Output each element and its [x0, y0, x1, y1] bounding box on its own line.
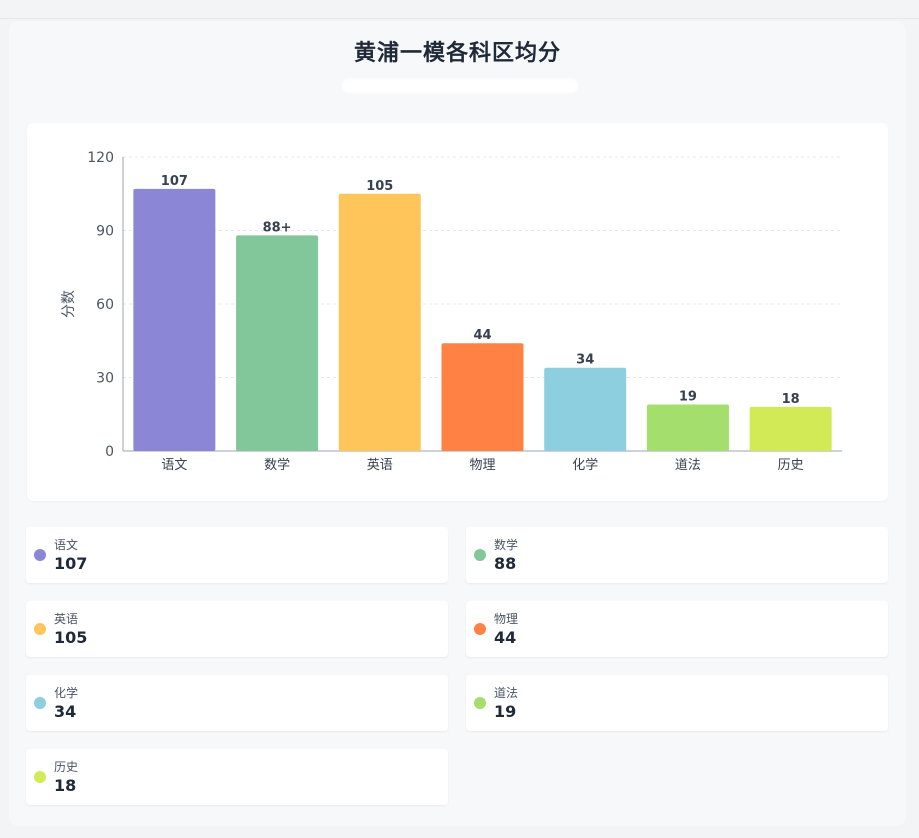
bar-chart-card: 0 30 60 90 120 分数 107 语文 88+ 数学 105 英语 44 物理 34 化学 19 道法 1…: [27, 123, 888, 501]
bar-value-label: 18: [782, 392, 800, 407]
x-tick-label: 英语: [367, 458, 393, 473]
bar-value-label: 88+: [263, 220, 292, 235]
browser-top-bar: [0, 0, 919, 19]
legend-subject-name: 英语: [54, 612, 79, 626]
x-tick-label: 道法: [675, 458, 701, 473]
legend-subject-score: 19: [494, 702, 517, 721]
bar-英语: [338, 193, 421, 451]
x-tick-label: 物理: [469, 458, 495, 473]
subtitle-redacted: [342, 79, 578, 93]
page-title: 黄浦一模各科区均分: [353, 41, 561, 66]
y-axis-label: 分数: [61, 290, 77, 318]
legend-card: 历史 18: [26, 749, 448, 805]
legend-subject-score: 34: [54, 702, 77, 721]
legend-card: 物理 44: [466, 601, 888, 657]
bar-化学: [544, 367, 627, 451]
legend-subject-score: 107: [54, 554, 88, 573]
legend-subject-name: 数学: [494, 538, 519, 552]
legend-subject-name: 历史: [54, 760, 79, 774]
legend-card: 化学 34: [26, 675, 448, 731]
legend-card: 数学 88: [466, 527, 888, 583]
y-tick-label: 0: [105, 444, 114, 460]
x-tick-label: 语文: [161, 458, 187, 473]
legend-card: 语文 107: [26, 527, 448, 583]
legend-color-dot: [474, 697, 486, 709]
legend-subject-score: 88: [494, 554, 517, 573]
x-tick-label: 历史: [778, 458, 804, 473]
y-tick-label: 90: [96, 224, 114, 240]
y-tick-label: 30: [96, 371, 114, 387]
bar-物理: [441, 343, 524, 451]
legend-color-dot: [474, 549, 486, 561]
bar-语文: [133, 188, 216, 451]
legend-color-dot: [34, 549, 46, 561]
bar-chart: 0 30 60 90 120 分数 107 语文 88+ 数学 105 英语 44 物理 34 化学 19 道法 1…: [61, 150, 842, 473]
legend-card: 道法 19: [466, 675, 888, 731]
x-tick-label: 数学: [264, 457, 290, 473]
legend-subject-name: 物理: [494, 612, 519, 626]
legend-color-dot: [34, 697, 46, 709]
legend-subject-name: 化学: [54, 686, 79, 700]
legend-subject-name: 道法: [494, 686, 519, 700]
legend-subject-name: 语文: [54, 538, 79, 552]
legend-subject-score: 44: [494, 628, 517, 647]
y-tick-label: 60: [96, 297, 114, 313]
bar-value-label: 34: [576, 353, 594, 368]
chart-panel: 黄浦一模各科区均分 0 30 60 90 120 分数 107 语文 88+ 数学 105 英语 44 物…: [9, 21, 906, 826]
legend-color-dot: [34, 771, 46, 783]
bar-道法: [646, 404, 729, 451]
bar-数学: [236, 235, 319, 451]
bar-历史: [749, 406, 832, 451]
legend-card: 英语 105: [26, 601, 448, 657]
legend-color-dot: [474, 623, 486, 635]
y-tick-label: 120: [87, 150, 114, 166]
bar-value-label: 107: [161, 174, 188, 189]
legend-subject-score: 18: [54, 776, 77, 795]
legend-subject-score: 105: [54, 628, 88, 647]
legend-color-dot: [34, 623, 46, 635]
bar-value-label: 105: [366, 179, 393, 194]
bar-value-label: 44: [473, 328, 491, 343]
bar-value-label: 19: [679, 389, 697, 404]
x-tick-label: 化学: [572, 457, 598, 473]
